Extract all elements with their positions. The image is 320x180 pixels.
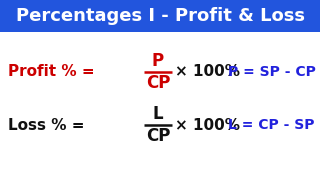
Text: L = CP - SP: L = CP - SP — [228, 118, 315, 132]
Text: Percentages I - Profit & Loss: Percentages I - Profit & Loss — [15, 7, 305, 25]
Text: × 100%: × 100% — [175, 64, 240, 80]
Text: P: P — [152, 52, 164, 70]
Text: L: L — [153, 105, 163, 123]
Text: CP: CP — [146, 127, 170, 145]
Text: × 100%: × 100% — [175, 118, 240, 132]
Text: Profit % =: Profit % = — [8, 64, 100, 80]
Text: Loss % =: Loss % = — [8, 118, 90, 132]
Bar — [0, 0, 320, 32]
Text: P = SP - CP: P = SP - CP — [228, 65, 316, 79]
Text: CP: CP — [146, 74, 170, 92]
